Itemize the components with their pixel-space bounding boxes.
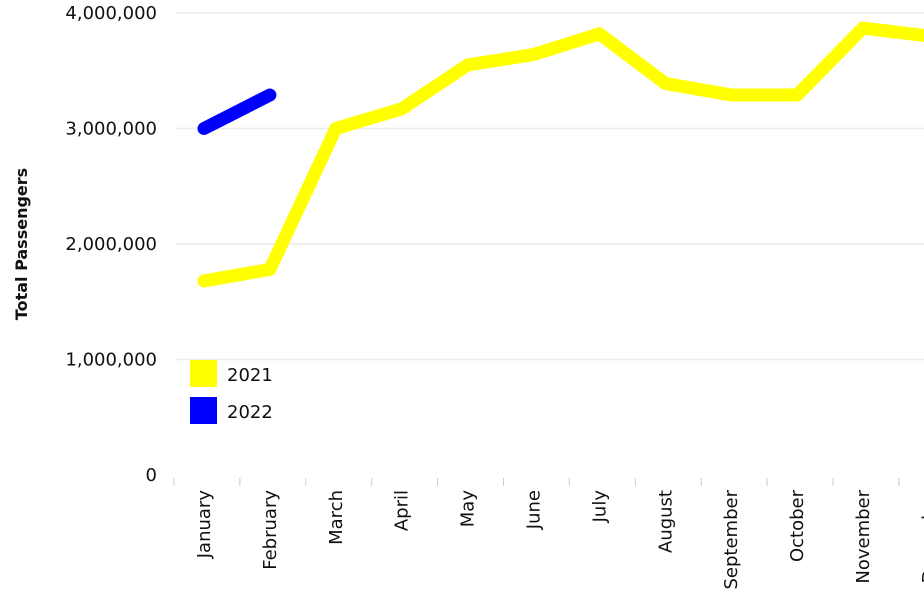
legend-swatch-2022 (190, 397, 217, 424)
x-tick-label: December (919, 489, 924, 583)
series-line-2021 (197, 21, 924, 288)
y-tick-label: 1,000,000 (65, 350, 157, 371)
legend: 2021 2022 (190, 360, 273, 424)
series-lines (197, 21, 924, 288)
y-axis-ticks: 0 1,000,000 2,000,000 3,000,000 4,000,000 (65, 3, 157, 486)
x-axis-ticks: January February March April May June July Augu… (173, 478, 924, 590)
y-axis-title: Total Passengers (12, 168, 31, 320)
x-tick-label: February (260, 490, 281, 570)
x-tick-label: March (326, 490, 347, 545)
x-tick-label: June (524, 490, 545, 530)
legend-swatch-2021 (190, 360, 217, 387)
x-tick-label: May (458, 490, 479, 528)
x-tick-label: October (787, 489, 808, 562)
y-tick-label: 4,000,000 (65, 3, 157, 24)
y-tick-label: 2,000,000 (65, 234, 157, 255)
x-tick-label: August (655, 490, 676, 553)
x-tick-label: April (392, 490, 413, 531)
y-tick-label: 0 (146, 465, 157, 486)
gridlines (175, 12, 924, 361)
x-tick-label: September (721, 489, 742, 589)
x-tick-label: November (853, 489, 874, 583)
legend-label-2021: 2021 (227, 365, 273, 386)
legend-label-2022: 2022 (227, 402, 273, 423)
y-tick-label: 3,000,000 (65, 119, 157, 140)
x-tick-label: July (589, 490, 610, 524)
x-tick-label: January (194, 490, 215, 560)
series-line-2022 (197, 88, 277, 135)
